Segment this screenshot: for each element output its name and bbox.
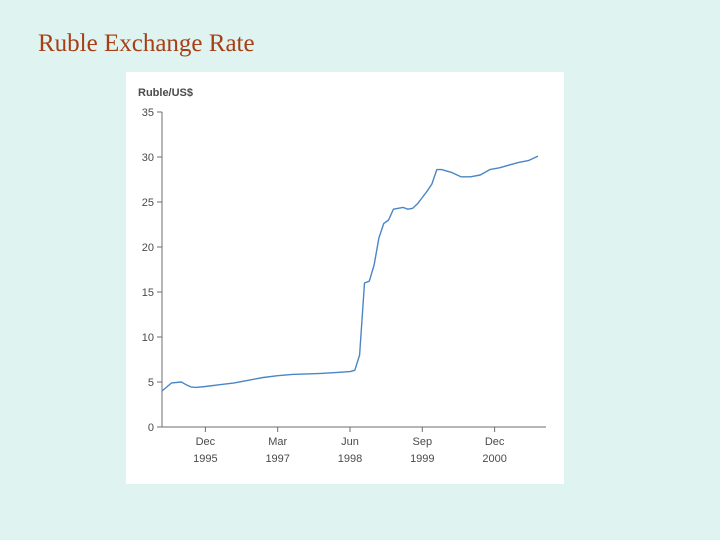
x-tick-year-label: 1999 <box>410 453 434 465</box>
y-tick-label: 30 <box>142 152 154 164</box>
x-tick-month-label: Sep <box>413 436 433 448</box>
y-axis-label: Ruble/US$ <box>138 87 193 99</box>
slide-title: Ruble Exchange Rate <box>38 30 255 57</box>
y-tick-label: 15 <box>142 287 154 299</box>
chart-panel: Ruble/US$ 0 5 10 15 20 25 30 35 Dec 1995 Mar 1997 J… <box>126 72 564 484</box>
x-tick-month-label: Dec <box>196 436 216 448</box>
y-tick-label: 20 <box>142 242 154 254</box>
y-tick-label: 5 <box>148 377 154 389</box>
exchange-rate-chart: Ruble/US$ 0 5 10 15 20 25 30 35 Dec 1995 Mar 1997 J… <box>138 87 546 465</box>
x-tick-month-label: Dec <box>485 436 505 448</box>
y-tick-label: 10 <box>142 332 154 344</box>
y-tick-label: 0 <box>148 422 154 434</box>
x-tick-year-label: 1995 <box>193 453 217 465</box>
series-line-ruble-usd <box>161 155 539 392</box>
y-tick-label: 35 <box>142 107 154 119</box>
x-tick-month-label: Jun <box>341 436 359 448</box>
x-tick-year-label: 1998 <box>338 453 362 465</box>
y-ticks: 0 5 10 15 20 25 30 35 <box>142 107 162 434</box>
x-tick-month-label: Mar <box>268 436 287 448</box>
y-tick-label: 25 <box>142 197 154 209</box>
x-tick-year-label: 1997 <box>265 453 289 465</box>
x-ticks: Dec 1995 Mar 1997 Jun 1998 Sep 1999 Dec 2000 <box>193 427 507 465</box>
x-tick-year-label: 2000 <box>482 453 506 465</box>
